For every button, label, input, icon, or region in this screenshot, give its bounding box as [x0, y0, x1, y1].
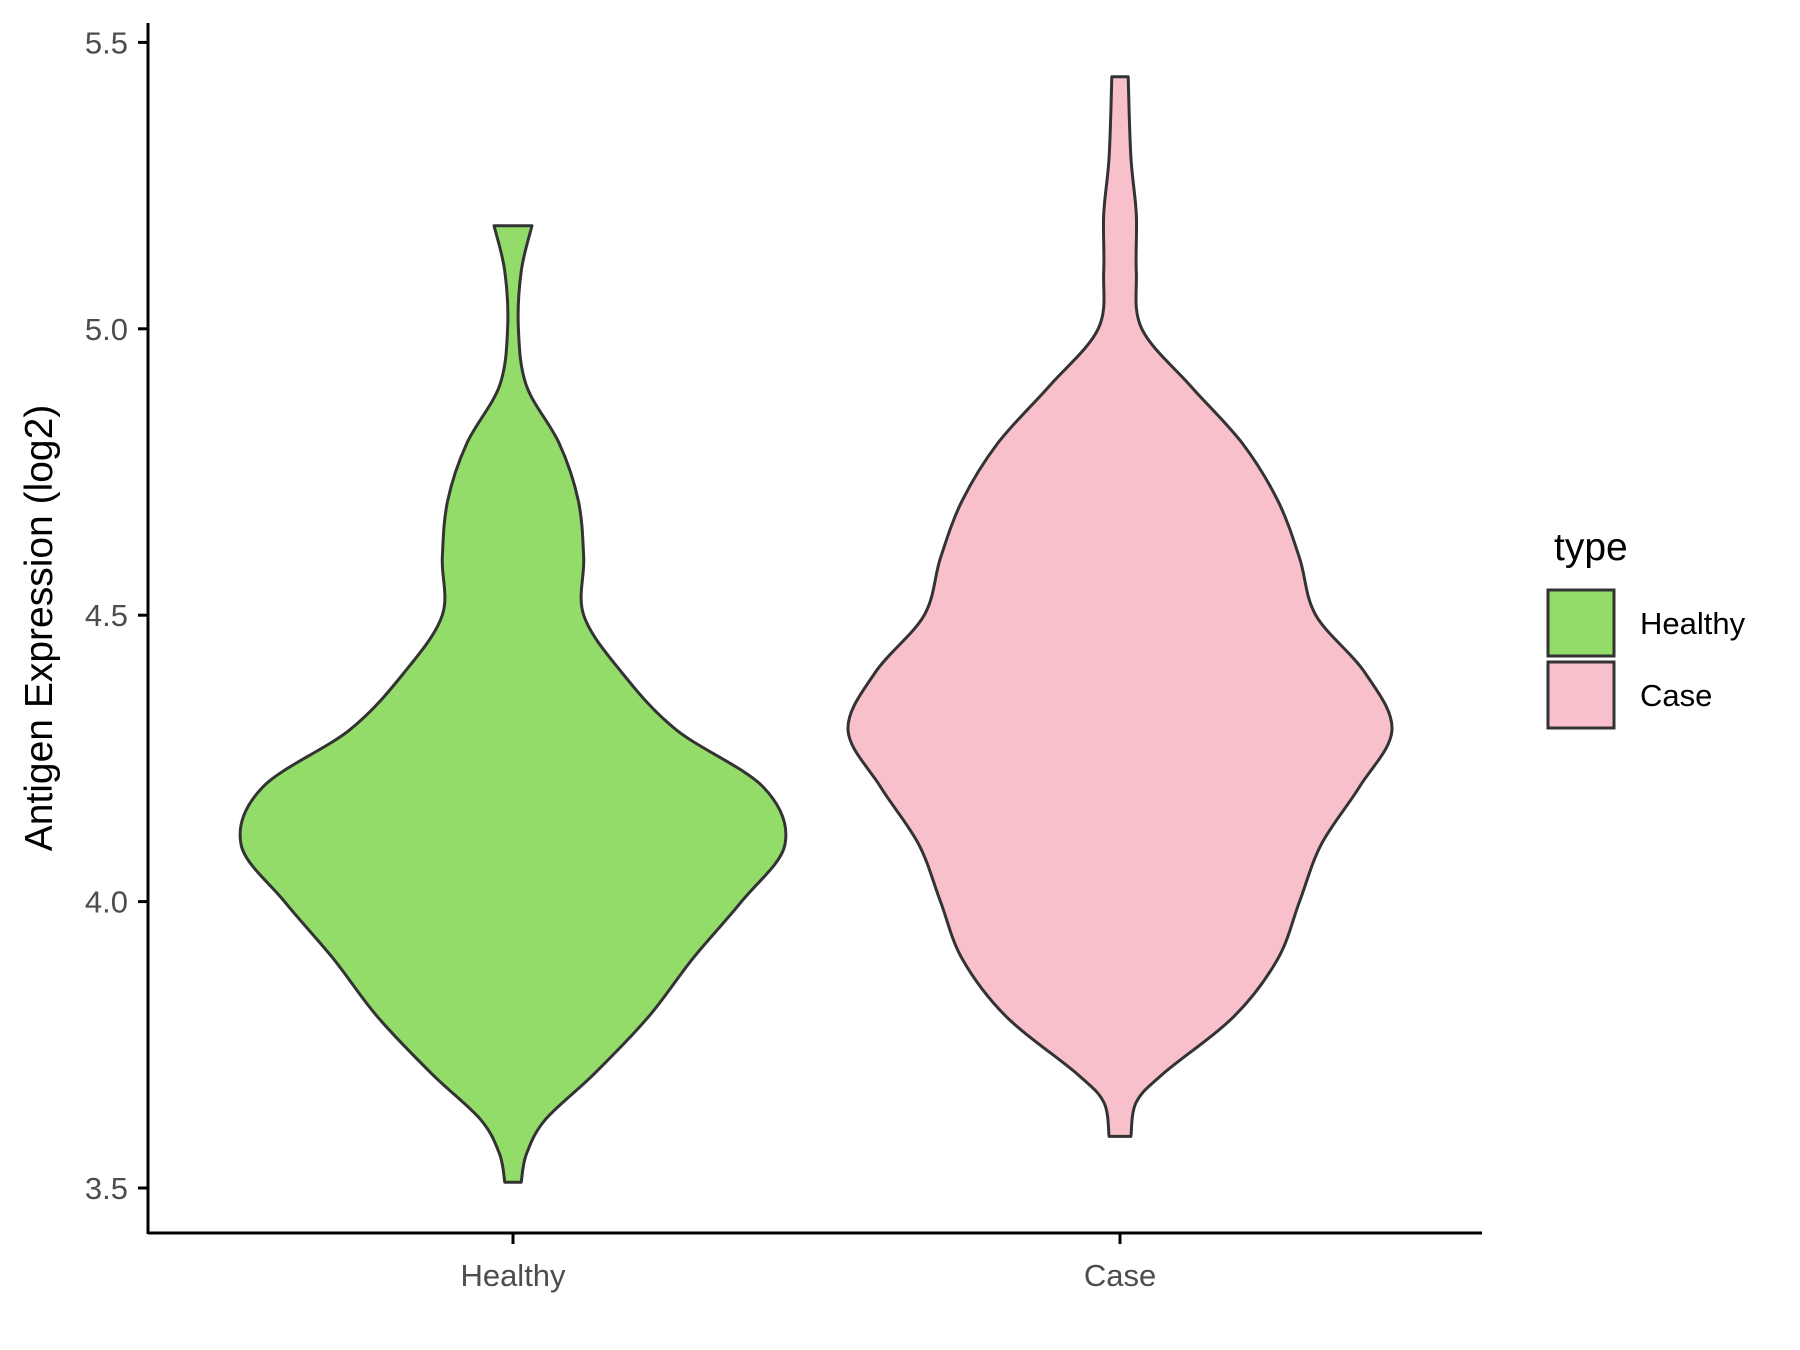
legend: type Healthy Case: [1546, 526, 1746, 730]
legend-title: type: [1554, 526, 1628, 569]
violin-layer: [238, 75, 1394, 1184]
y-axis-title: Antigen Expression (log2): [18, 405, 61, 852]
y-tick-label: 5.5: [85, 25, 128, 60]
x-tick-label: Case: [1084, 1258, 1156, 1293]
y-tick-label: 3.5: [85, 1171, 128, 1206]
y-axis: 3.5 4.0 4.5 5.0 5.5: [85, 23, 150, 1234]
x-tick-label: Healthy: [460, 1258, 566, 1293]
y-tick-label: 4.5: [85, 598, 128, 633]
legend-key-healthy: [1546, 588, 1616, 658]
violin-case: [846, 75, 1394, 1138]
legend-key-case: [1546, 660, 1616, 730]
x-axis: Healthy Case: [148, 1231, 1482, 1293]
legend-label-healthy: Healthy: [1640, 606, 1746, 641]
violin-healthy: [238, 224, 788, 1184]
y-tick-label: 4.0: [85, 885, 128, 920]
y-tick-label: 5.0: [85, 312, 128, 347]
legend-label-case: Case: [1640, 678, 1712, 713]
